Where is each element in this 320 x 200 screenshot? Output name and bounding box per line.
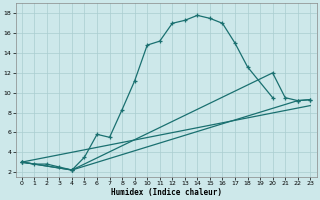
X-axis label: Humidex (Indice chaleur): Humidex (Indice chaleur) [110,188,221,197]
